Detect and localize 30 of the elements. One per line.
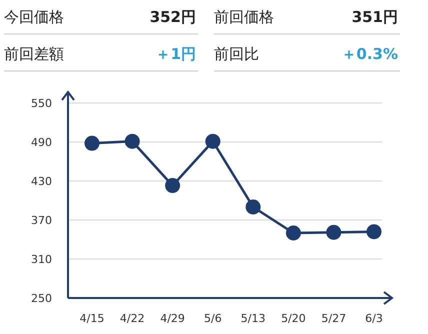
text: 前回価格 [214, 8, 274, 26]
point [205, 134, 220, 149]
x-tick-label: 5/13 [240, 312, 266, 325]
x-tick-label: 4/22 [120, 312, 145, 325]
y-tick-label: 490 [31, 136, 52, 149]
text: 前回差額 [4, 45, 64, 63]
point [124, 134, 140, 149]
y-tick-label: 250 [31, 292, 52, 305]
point [366, 224, 382, 240]
text: ＋0.3% [341, 45, 398, 63]
x-tick-label: 5/27 [321, 312, 346, 325]
text: ＋1円 [156, 45, 196, 63]
text: 今回価格 [4, 8, 64, 26]
y-tick-label: 310 [31, 253, 52, 266]
y-tick-label: 550 [31, 97, 52, 110]
y-tick-label: 370 [31, 214, 52, 227]
x-tick-label: 4/15 [80, 312, 104, 325]
text: 351円 [352, 8, 398, 26]
point [165, 178, 180, 194]
point [84, 136, 100, 151]
y-tick-label: 430 [31, 175, 52, 188]
text: 352円 [150, 8, 196, 26]
point [326, 224, 342, 240]
x-tick-label: 5/20 [281, 312, 306, 325]
text: 前回比 [214, 45, 259, 63]
point [246, 200, 261, 214]
point [286, 226, 301, 240]
x-tick-label: 5/6 [204, 312, 222, 325]
x-tick-label: 6/3 [365, 312, 383, 325]
x-tick-label: 4/29 [160, 312, 185, 325]
